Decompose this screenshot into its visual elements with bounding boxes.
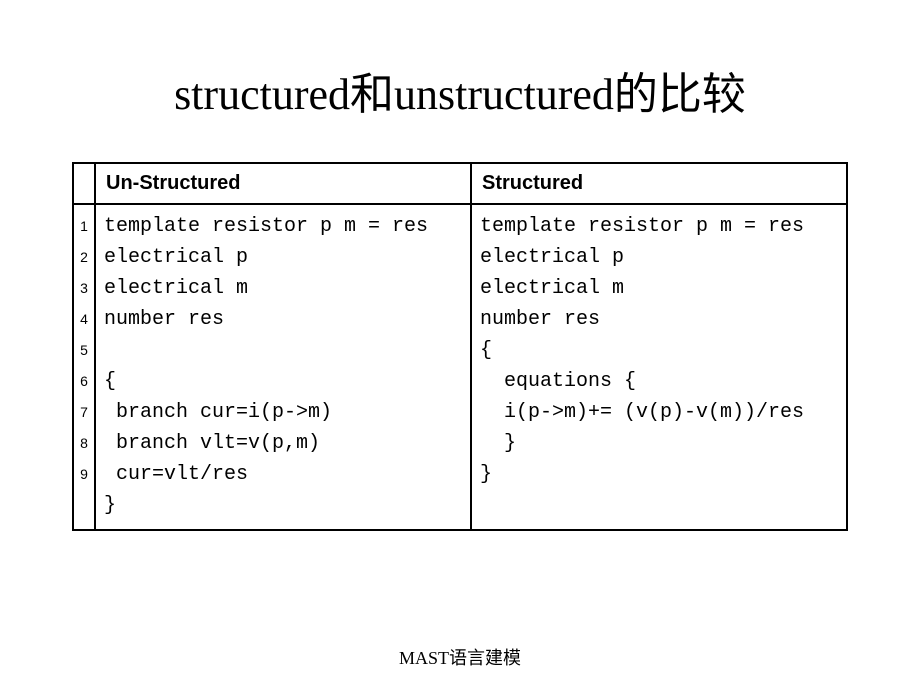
comparison-table: Un-Structured Structured 1 2 3 4 5 6 7 8…: [72, 162, 848, 531]
slide-footer: MAST语言建模: [0, 644, 920, 670]
unstructured-code-cell: template resistor p m = res electrical p…: [95, 204, 471, 530]
comparison-table-container: Un-Structured Structured 1 2 3 4 5 6 7 8…: [72, 162, 848, 531]
header-unstructured: Un-Structured: [95, 163, 471, 204]
header-linenum: [73, 163, 95, 204]
header-structured: Structured: [471, 163, 847, 204]
structured-code-cell: template resistor p m = res electrical p…: [471, 204, 847, 530]
line-number-column: 1 2 3 4 5 6 7 8 9: [73, 204, 95, 530]
slide-title: structured和unstructured的比较: [0, 0, 920, 162]
